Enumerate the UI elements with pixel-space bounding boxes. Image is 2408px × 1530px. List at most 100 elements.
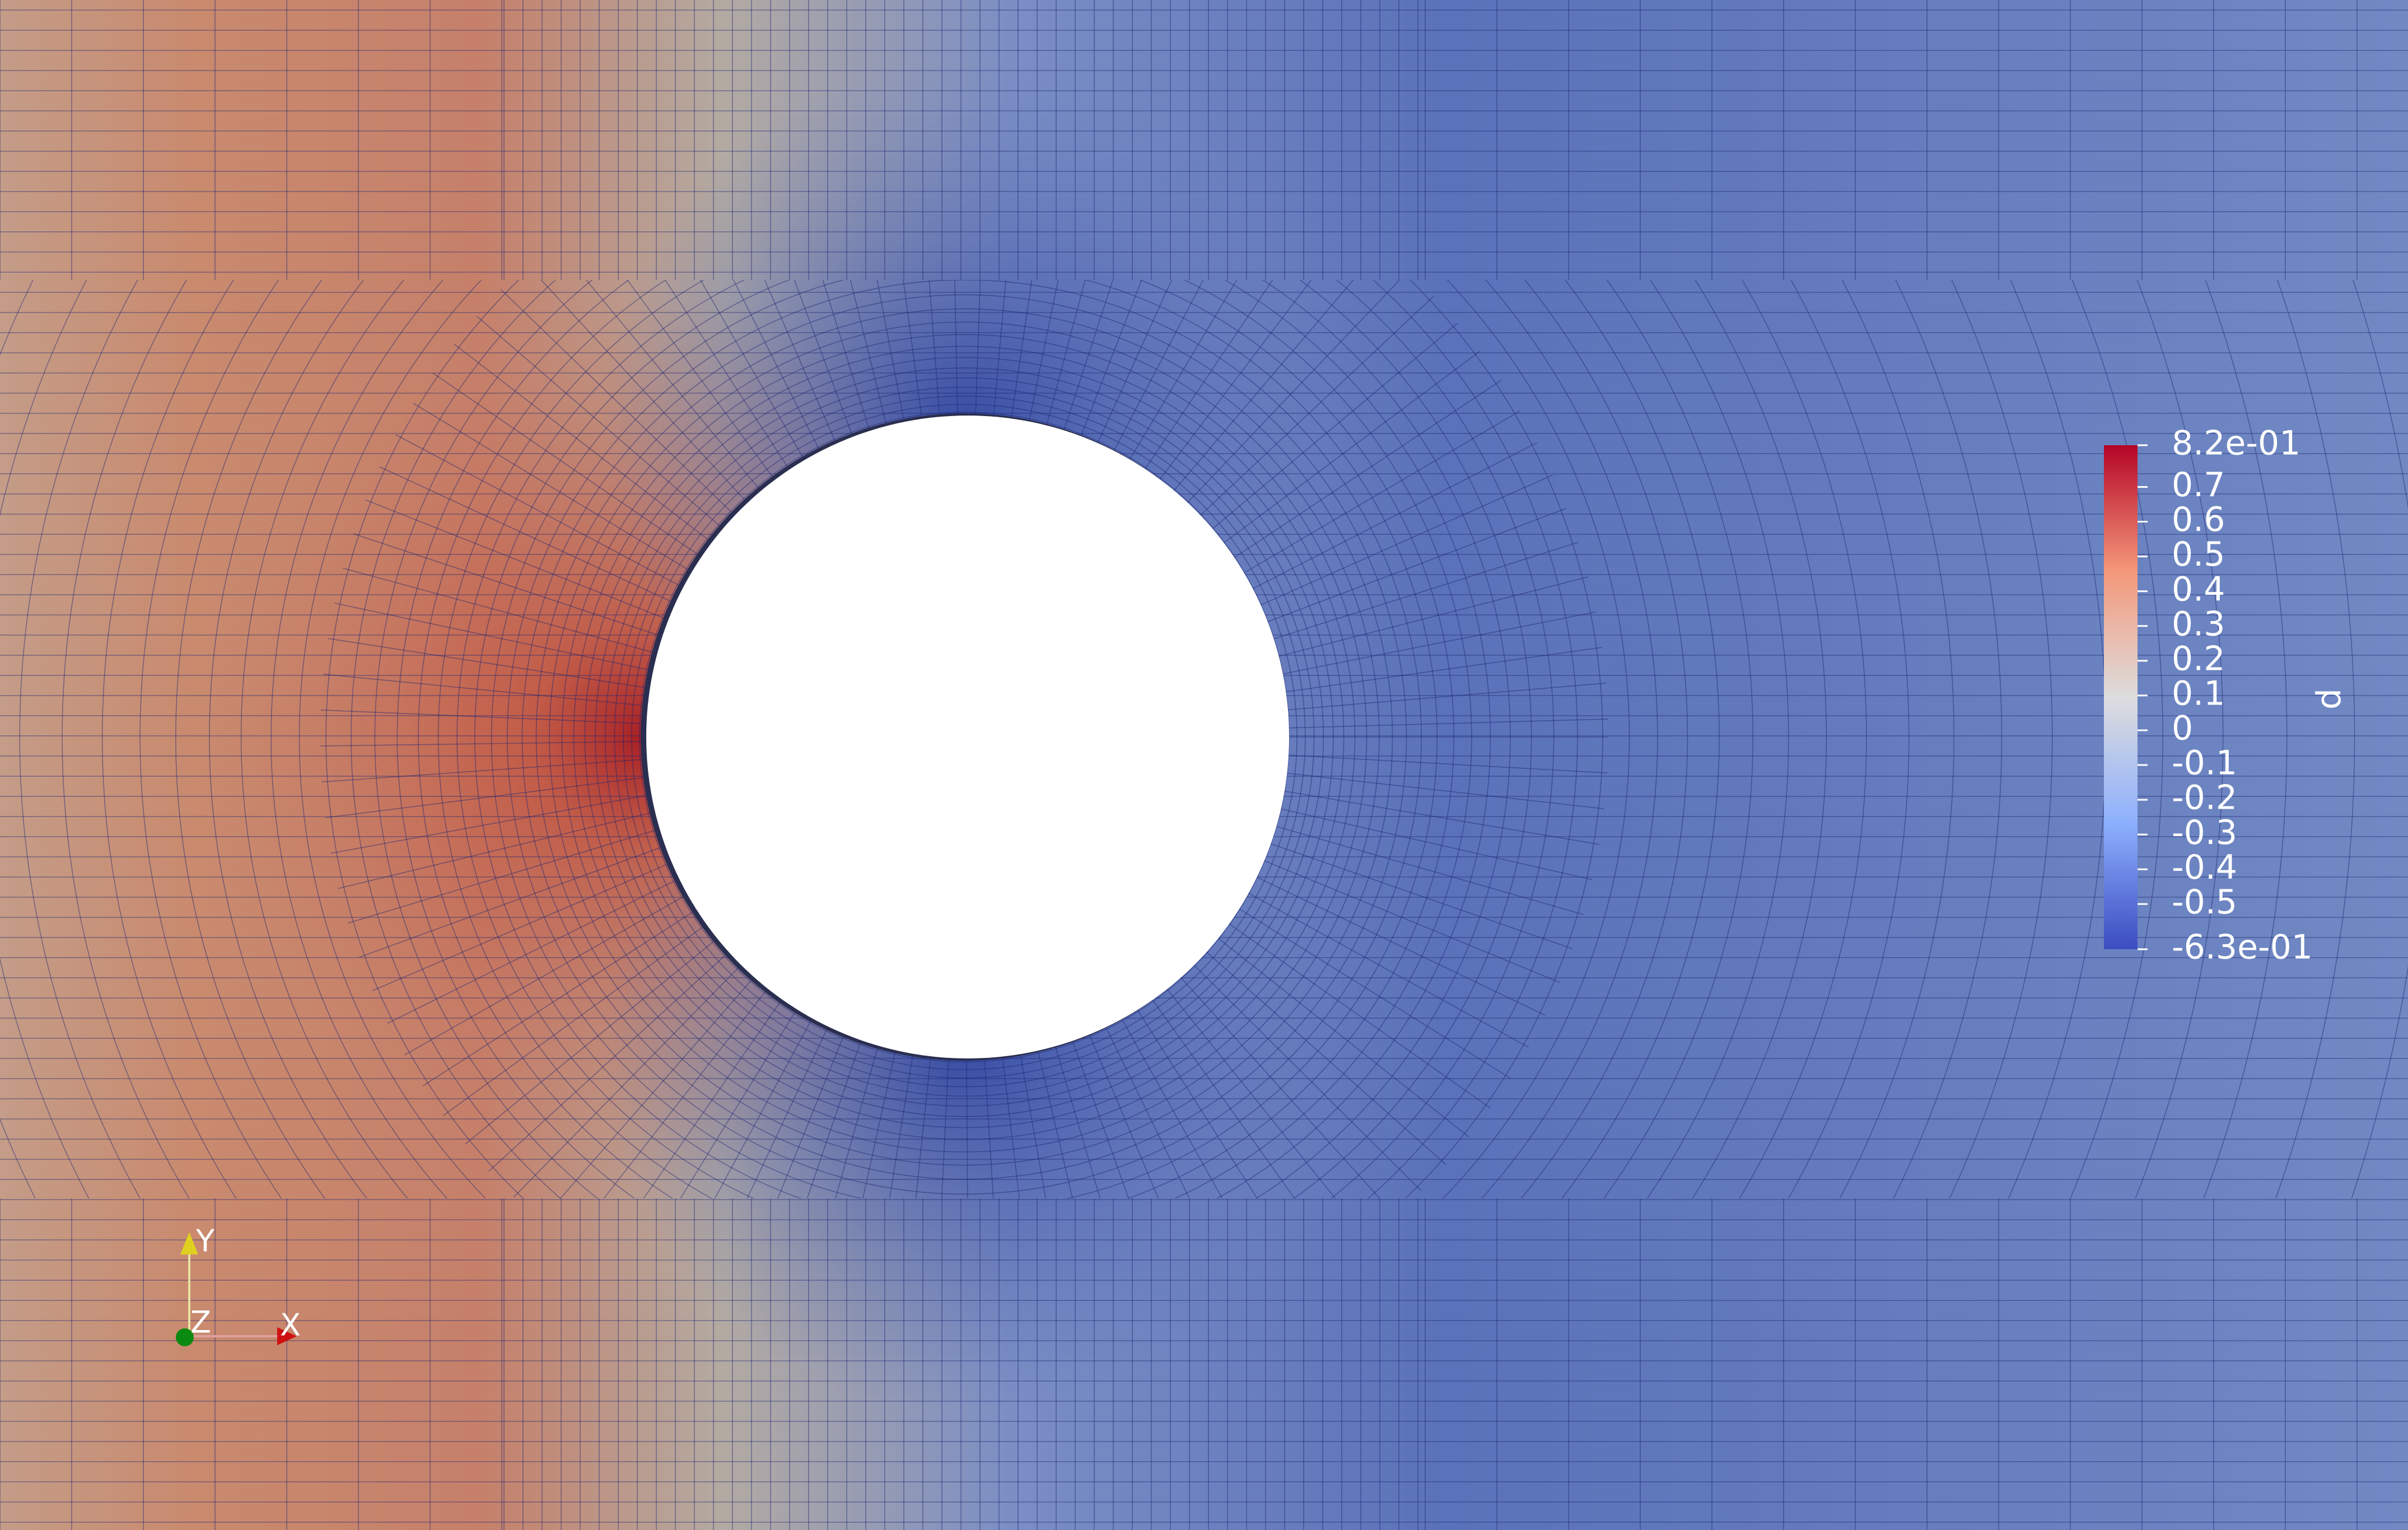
mesh-spoke <box>476 315 720 526</box>
mesh-spoke <box>1217 937 1469 1137</box>
mesh-ring <box>491 280 1438 1198</box>
y-arrow <box>180 1232 198 1254</box>
mesh-spoke <box>1098 280 1173 442</box>
mesh-spoke <box>1193 964 1422 1191</box>
mesh-spoke <box>1233 380 1501 558</box>
mesh-ring <box>396 280 1532 1198</box>
legend-tick-label: 0.7 <box>2172 465 2225 505</box>
mesh-spoke <box>1187 280 1401 503</box>
mesh-spoke <box>1137 1010 1258 1198</box>
mesh-spoke <box>764 280 836 441</box>
mesh-ring <box>507 280 1422 1195</box>
mesh-spoke <box>395 434 679 586</box>
mesh-spoke <box>928 280 940 414</box>
mesh-ring <box>374 280 1555 1198</box>
mesh-ring <box>604 377 1324 1097</box>
mesh-ring <box>584 357 1345 1117</box>
legend-tick-label: -0.4 <box>2172 848 2237 887</box>
mesh-ring <box>535 308 1393 1166</box>
mesh-spoke <box>1029 280 1059 420</box>
mesh-spoke <box>404 896 683 1056</box>
mesh-spoke <box>1263 860 1560 983</box>
legend-tick-label: 0.3 <box>2172 604 2225 643</box>
mesh-ring <box>614 386 1315 1088</box>
mesh-spoke <box>443 927 703 1116</box>
mesh-spoke <box>353 533 657 636</box>
mesh-ring <box>270 280 1658 1198</box>
mesh-spoke <box>454 343 708 540</box>
legend-tick-label: 0.1 <box>2172 674 2225 713</box>
mesh-spoke <box>1130 280 1238 459</box>
mesh-spoke <box>1252 442 1538 590</box>
mesh-spoke <box>513 968 739 1198</box>
mesh-spoke <box>1267 507 1567 623</box>
mesh-spoke <box>1223 351 1481 544</box>
legend-tick-label: -6.3e-01 <box>2172 928 2313 967</box>
legend-tick-label: 0.2 <box>2172 639 2225 678</box>
mesh-spoke <box>413 403 688 570</box>
z-label: Z <box>190 1305 211 1340</box>
mesh-spoke <box>1275 825 1584 915</box>
mesh-spoke <box>903 280 922 417</box>
mesh-spoke <box>1283 790 1600 845</box>
mesh-ring <box>299 280 1630 1198</box>
mesh-ring <box>19 280 1910 1198</box>
mesh-spoke <box>540 280 745 500</box>
mesh-spoke <box>585 280 759 488</box>
mesh-ring <box>2069 280 2163 1198</box>
mesh-spoke <box>1212 323 1458 530</box>
mesh-ring <box>474 280 1454 1198</box>
mesh-spoke <box>1281 611 1597 675</box>
mesh-ring <box>549 321 1380 1153</box>
mesh-spoke <box>1228 923 1491 1109</box>
x-arrow <box>277 1327 297 1345</box>
mesh-spoke <box>465 941 714 1145</box>
mesh-spoke <box>1122 1019 1223 1198</box>
mesh-spoke <box>338 813 650 889</box>
mesh-spoke <box>1206 951 1446 1165</box>
mesh-spoke <box>1174 280 1354 491</box>
mesh-ring <box>241 280 1688 1198</box>
mesh-ring <box>62 280 1867 1198</box>
mesh-spoke <box>876 280 904 419</box>
mesh-spoke <box>975 280 981 414</box>
mesh-spoke <box>1081 280 1142 436</box>
z-axis <box>176 1328 194 1346</box>
mesh-spoke <box>603 991 766 1198</box>
mesh-spoke <box>714 1021 811 1198</box>
mesh-ring <box>2134 280 2223 1198</box>
mesh-spoke <box>1038 1052 1074 1198</box>
mesh-spoke <box>1159 280 1312 480</box>
mesh-ring <box>0 280 1954 1198</box>
mesh-spoke <box>365 499 664 618</box>
mesh-ring <box>175 280 1753 1198</box>
mesh-spoke <box>966 1060 968 1198</box>
mesh-spoke <box>746 1029 827 1198</box>
mesh-ring <box>561 334 1368 1140</box>
mesh-ring <box>0 280 2002 1198</box>
color-scale <box>2104 445 2138 949</box>
mesh-spoke <box>941 1060 949 1198</box>
axes-triad: Y Z X <box>176 1224 301 1346</box>
mesh-spoke <box>1272 542 1579 640</box>
y-label: Y <box>195 1224 215 1259</box>
mesh-spoke <box>325 777 643 818</box>
mesh-spoke <box>387 880 675 1024</box>
mesh-spoke <box>1286 772 1604 809</box>
mesh-spoke <box>1166 988 1336 1198</box>
mesh-spoke <box>422 912 693 1086</box>
mesh-ring <box>573 346 1356 1128</box>
mesh-spoke <box>372 864 668 991</box>
mesh-spoke <box>915 1058 931 1198</box>
mesh-spoke <box>1200 296 1434 516</box>
mesh-ring <box>102 280 1827 1198</box>
mesh-spoke <box>665 280 788 467</box>
legend-tick-label: 0.4 <box>2172 570 2225 609</box>
legend-tick-label: 8.2e-01 <box>2172 424 2300 463</box>
mesh-ring <box>351 280 1578 1198</box>
mesh-spoke <box>993 280 1007 415</box>
mesh-spoke <box>1256 876 1546 1016</box>
mesh-spoke <box>835 1048 878 1198</box>
